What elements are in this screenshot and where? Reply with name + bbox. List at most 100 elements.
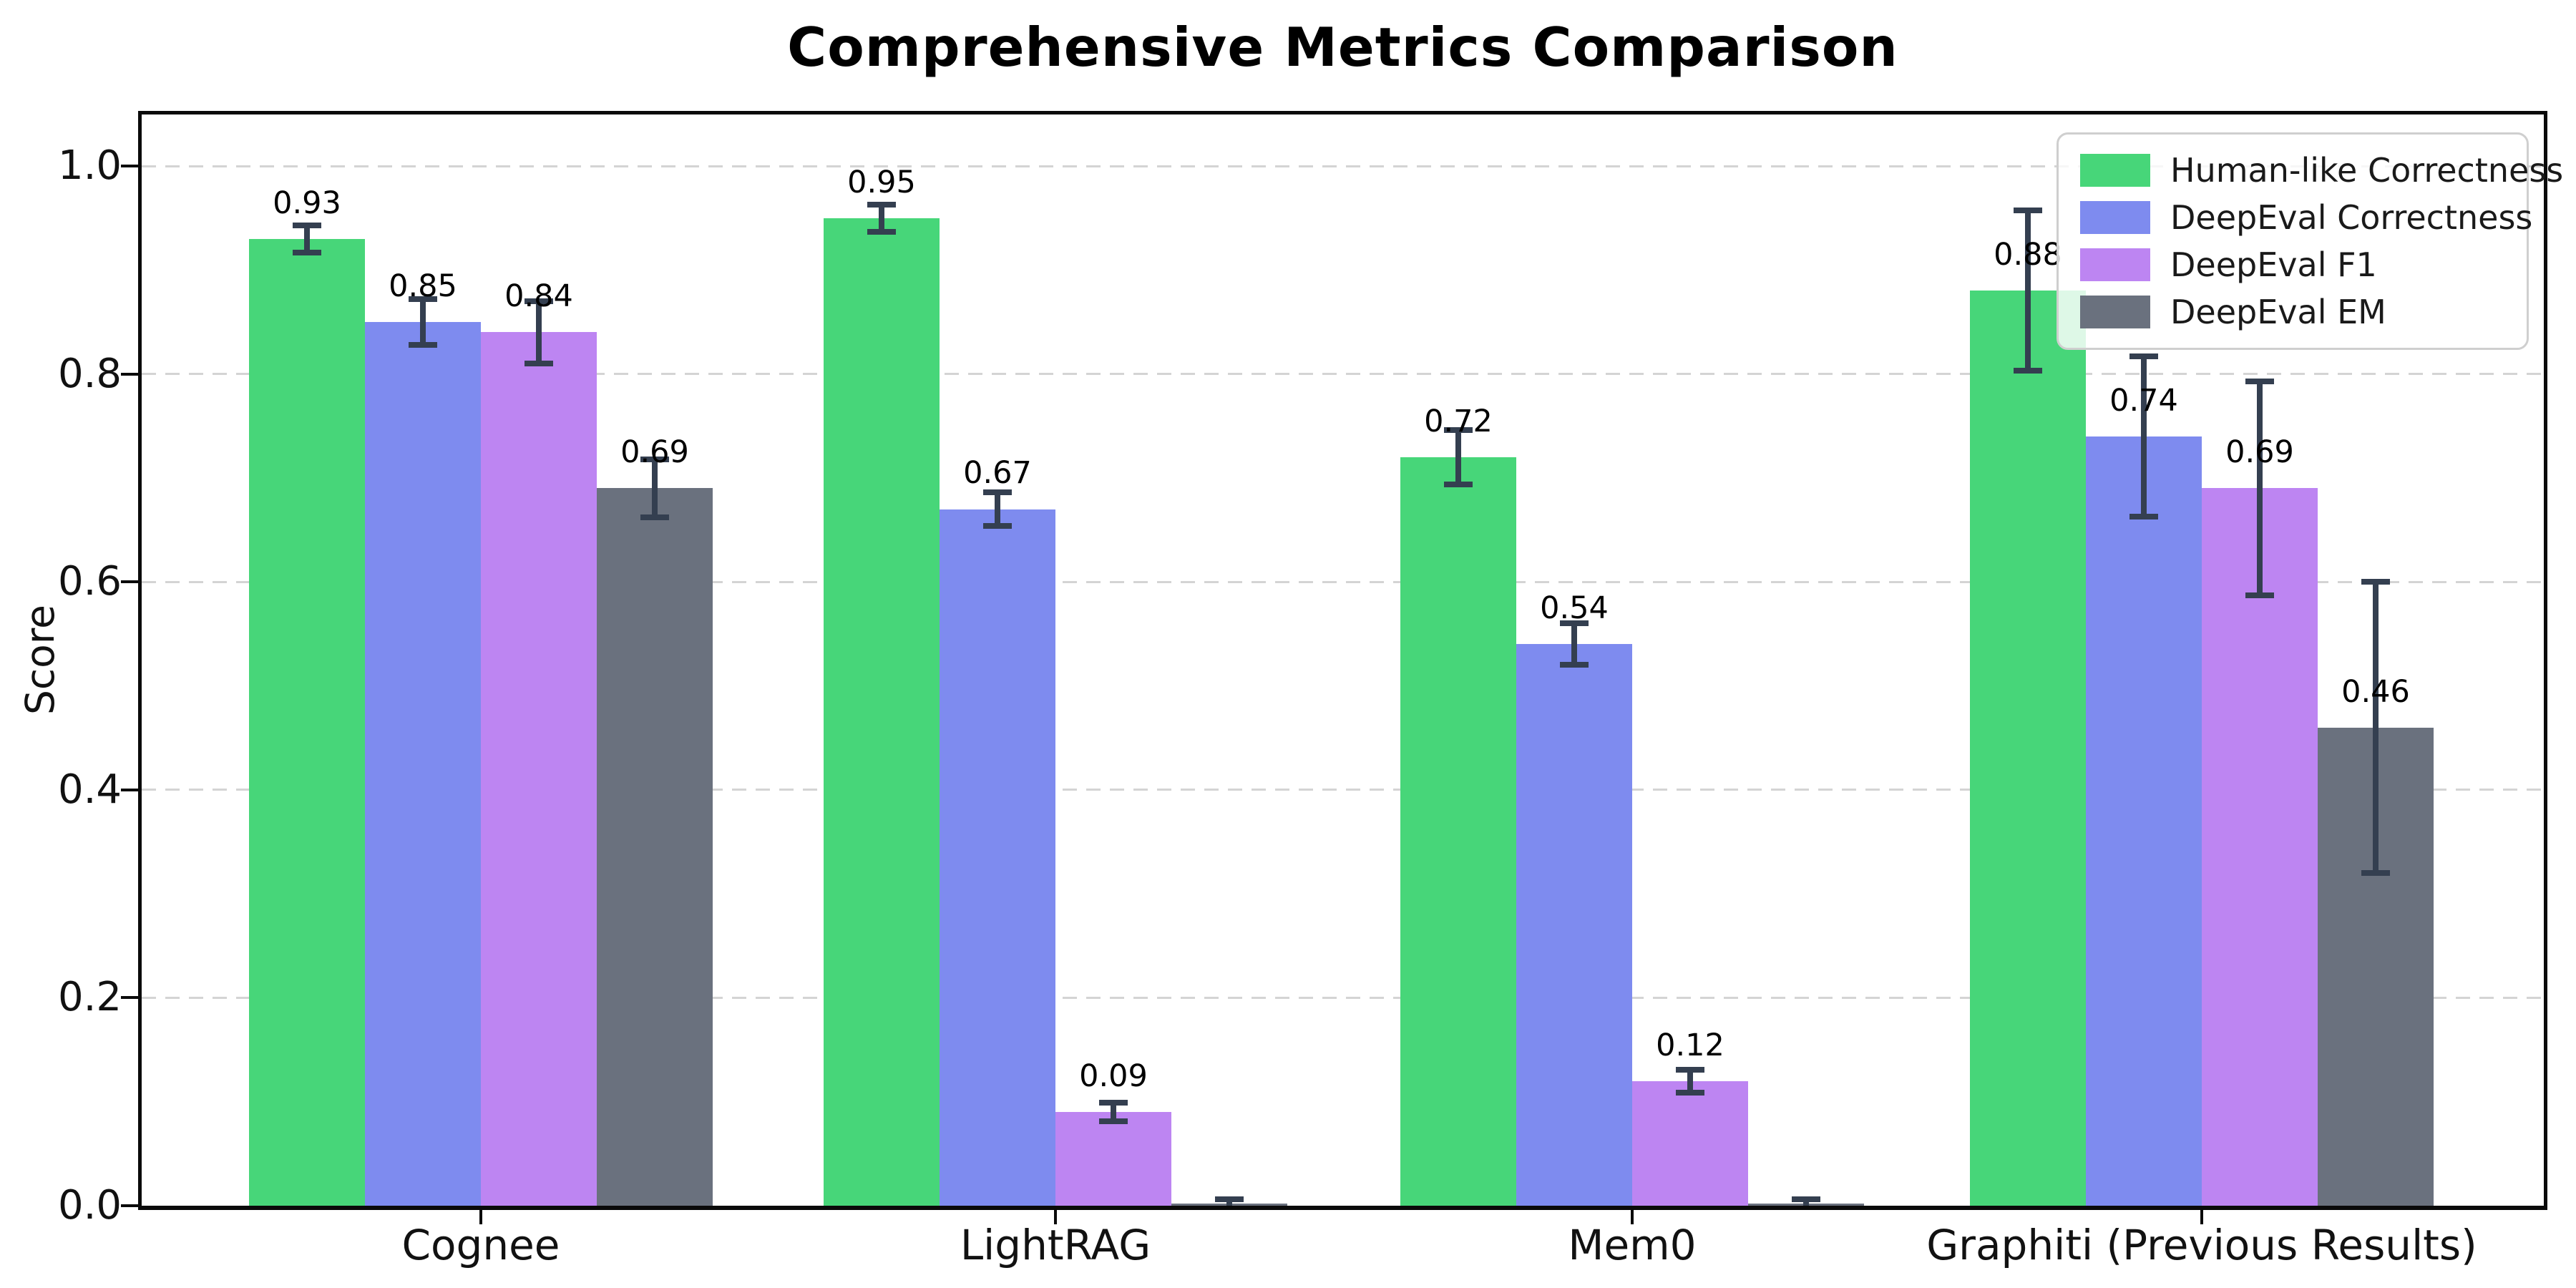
legend-row: DeepEval EM: [2080, 293, 2505, 331]
bar-value-label: 0.54: [1540, 590, 1609, 627]
gridline: [142, 580, 2544, 583]
y-tick-label: 0.0: [57, 1182, 122, 1229]
error-bar-line: [2141, 356, 2147, 517]
bar-value-label: 0.95: [847, 164, 916, 200]
error-bar-cap-bottom: [2014, 368, 2042, 374]
bar-value-label: 0.12: [1656, 1027, 1724, 1063]
y-tick-label: 0.8: [57, 350, 122, 397]
bar: [1400, 457, 1516, 1206]
error-bar-cap-top: [2014, 208, 2042, 214]
error-bar-line: [652, 459, 658, 518]
bar: [1055, 1112, 1171, 1206]
error-bar-line: [1111, 1103, 1116, 1122]
legend-swatch: [2080, 201, 2150, 234]
legend-label: DeepEval Correctness: [2170, 198, 2533, 237]
error-bar-line: [420, 298, 426, 345]
x-tick-mark: [2200, 1210, 2203, 1224]
gridline: [142, 789, 2544, 791]
error-bar-line: [1226, 1199, 1232, 1206]
error-bar-cap-bottom: [1676, 1089, 1704, 1096]
error-bar-cap-bottom: [1560, 662, 1589, 668]
bar: [597, 488, 713, 1206]
y-tick-label: 0.4: [57, 766, 122, 813]
error-bar-cap-top: [525, 298, 553, 304]
bar-value-label: 0.74: [2109, 382, 2178, 419]
axis-spine-left: [138, 111, 142, 1209]
error-bar-cap-top: [293, 222, 321, 228]
x-category-label: Graphiti (Previous Results): [1926, 1221, 2477, 1269]
bar-value-label: 0.93: [273, 185, 341, 221]
legend-swatch: [2080, 154, 2150, 187]
error-bar-line: [879, 204, 884, 232]
y-tick-mark: [121, 372, 138, 376]
legend-swatch: [2080, 248, 2150, 281]
y-tick-mark: [121, 165, 138, 167]
plot-area: 0.93 0.95 0.72 0.88 0.85 0.67 0.54 0.74 0.84 0.09…: [121, 111, 2547, 1224]
y-tick-mark: [121, 580, 138, 584]
error-bar-cap-bottom: [2361, 870, 2390, 877]
error-bar-cap-top: [640, 456, 669, 462]
bar: [1970, 291, 2086, 1206]
bar-value-label: 0.84: [504, 278, 573, 315]
error-bar-cap-top: [1099, 1100, 1128, 1106]
bar: [824, 218, 940, 1206]
legend-row: DeepEval F1: [2080, 246, 2505, 283]
legend-row: Human-like Correctness: [2080, 152, 2563, 189]
error-bar-cap-bottom: [867, 228, 896, 235]
gridline: [142, 373, 2544, 376]
x-tick-mark: [479, 1210, 482, 1224]
axis-spine-right: [2544, 111, 2547, 1209]
bar-value-label: 0.69: [2225, 434, 2294, 471]
error-bar-line: [304, 225, 310, 253]
error-bar-cap-bottom: [983, 522, 1012, 529]
bar: [2086, 436, 2202, 1206]
error-bar-cap-top: [983, 489, 1012, 496]
bar: [481, 332, 597, 1206]
bar-value-label: 0.46: [2341, 673, 2410, 710]
error-bar-line: [2373, 582, 2379, 874]
x-tick-mark: [1054, 1210, 1057, 1224]
error-bar-line: [2025, 210, 2031, 371]
y-tick-mark: [121, 788, 138, 791]
error-bar-cap-top: [2129, 353, 2158, 359]
error-bar-line: [1571, 623, 1577, 665]
error-bar-line: [1803, 1199, 1809, 1206]
error-bar-cap-bottom: [1444, 481, 1473, 487]
error-bar-cap-top: [1792, 1196, 1820, 1203]
error-bar-cap-bottom: [1099, 1118, 1128, 1125]
error-bar-cap-bottom: [409, 341, 437, 348]
axis-spine-bottom: [138, 1206, 2547, 1210]
gridline: [142, 165, 2544, 167]
error-bar-cap-top: [2245, 378, 2274, 384]
legend-swatch: [2080, 296, 2150, 328]
error-bar-cap-top: [867, 201, 896, 208]
axis-spine-top: [138, 111, 2547, 114]
bar-value-label: 0.09: [1079, 1058, 1148, 1095]
legend-label: Human-like Correctness: [2170, 151, 2564, 190]
error-bar-line: [536, 301, 542, 364]
error-bar-cap-top: [2361, 579, 2390, 585]
gridline: [142, 996, 2544, 999]
bar: [365, 321, 481, 1206]
bar-value-label: 0.85: [389, 268, 457, 304]
x-category-label: Mem0: [1568, 1221, 1697, 1269]
error-bar-cap-top: [1676, 1066, 1704, 1073]
bar: [2202, 488, 2318, 1206]
y-tick-label: 1.0: [57, 142, 122, 189]
error-bar-cap-bottom: [2245, 592, 2274, 599]
x-tick-mark: [1631, 1210, 1634, 1224]
y-tick-label: 0.6: [57, 558, 122, 605]
chart-title: Comprehensive Metrics Comparison: [787, 16, 1898, 79]
bar-value-label: 0.67: [963, 455, 1032, 492]
y-tick-mark: [121, 1204, 138, 1207]
bar-value-label: 0.69: [620, 434, 689, 471]
error-bar-line: [995, 492, 1000, 526]
x-category-label: LightRAG: [960, 1221, 1151, 1269]
bar-value-label: 0.72: [1424, 403, 1493, 439]
legend-row: DeepEval Correctness: [2080, 199, 2532, 236]
bar: [249, 238, 365, 1206]
error-bar-cap-bottom: [525, 361, 553, 367]
error-bar-cap-top: [1444, 427, 1473, 434]
legend: Human-like Correctness DeepEval Correctne…: [2057, 132, 2563, 350]
